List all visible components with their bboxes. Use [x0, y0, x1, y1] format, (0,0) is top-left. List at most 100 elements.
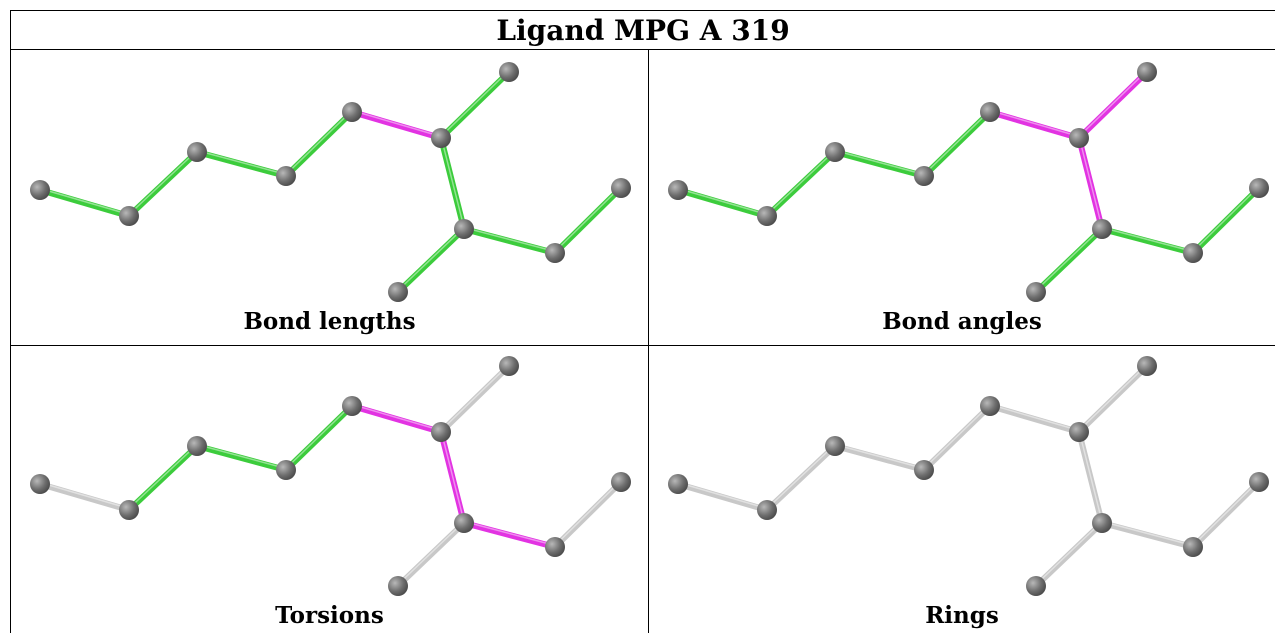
- caption-bond-angles: Bond angles: [882, 308, 1042, 335]
- bond: [461, 520, 558, 550]
- bond: [126, 443, 200, 513]
- bond: [1076, 69, 1150, 141]
- atom: [454, 513, 474, 533]
- bond: [126, 149, 200, 219]
- atom: [1026, 282, 1046, 302]
- bond-shine: [440, 363, 510, 432]
- bond-shine: [989, 403, 1080, 432]
- atom: [914, 166, 934, 186]
- bond-shine: [128, 443, 198, 510]
- atom: [1249, 178, 1269, 198]
- atom: [30, 474, 50, 494]
- bond-shine: [1035, 226, 1103, 292]
- caption-rings: Rings: [925, 602, 999, 629]
- atom: [1069, 422, 1089, 442]
- bond-shine: [285, 403, 353, 470]
- atom: [668, 474, 688, 494]
- atom: [454, 219, 474, 239]
- panel-bond-lengths: Bond lengths: [10, 49, 648, 345]
- bond-shine: [196, 443, 287, 470]
- bond: [832, 149, 927, 179]
- atom: [1137, 356, 1157, 376]
- atom: [545, 243, 565, 263]
- bond: [1099, 520, 1196, 550]
- atom: [1092, 219, 1112, 239]
- atom: [1249, 472, 1269, 492]
- bond: [921, 109, 993, 179]
- atom: [1026, 576, 1046, 596]
- bond-shine: [463, 520, 556, 547]
- bond-shine: [1035, 520, 1103, 586]
- bond: [987, 403, 1082, 435]
- bond-shine: [128, 149, 198, 216]
- atom: [431, 422, 451, 442]
- bond-shine: [677, 187, 768, 216]
- bond: [283, 403, 355, 473]
- bond: [37, 187, 132, 219]
- bond: [438, 135, 467, 232]
- atom: [980, 396, 1000, 416]
- atom: [757, 206, 777, 226]
- atom: [1092, 513, 1112, 533]
- bond: [1099, 226, 1196, 256]
- bond: [552, 185, 624, 256]
- atom: [611, 178, 631, 198]
- bond-shine: [39, 187, 130, 216]
- bond-shine: [1101, 226, 1194, 253]
- bond-shine: [1078, 430, 1103, 522]
- bond-shine: [1101, 520, 1194, 547]
- bond: [283, 109, 355, 179]
- atom: [1137, 62, 1157, 82]
- bond-shine: [1192, 185, 1260, 253]
- atom: [276, 460, 296, 480]
- bond: [1076, 429, 1105, 526]
- bond: [1033, 520, 1105, 589]
- bond: [764, 149, 838, 219]
- atom: [187, 142, 207, 162]
- bond-shine: [923, 109, 991, 176]
- atom: [980, 102, 1000, 122]
- atom: [388, 576, 408, 596]
- molecule-torsions: [30, 356, 631, 596]
- panel-torsions: Torsions: [10, 345, 648, 633]
- atom: [30, 180, 50, 200]
- atom: [342, 102, 362, 122]
- bond-shine: [1078, 136, 1103, 228]
- bond: [1033, 226, 1105, 295]
- atom: [499, 62, 519, 82]
- bond: [349, 403, 444, 435]
- atom: [431, 128, 451, 148]
- bond: [764, 443, 838, 513]
- bond: [1190, 479, 1262, 550]
- atom: [499, 356, 519, 376]
- atom: [825, 142, 845, 162]
- bond: [552, 479, 624, 550]
- bond-shine: [766, 443, 836, 510]
- figure-title: Ligand MPG A 319: [10, 10, 1275, 50]
- ligand-figure: Ligand MPG A 319 Bond lengths Bond angle…: [10, 10, 1275, 633]
- bond: [832, 443, 927, 473]
- bond: [194, 149, 289, 179]
- bond: [349, 109, 444, 141]
- bond: [395, 520, 467, 589]
- bond-shine: [923, 403, 991, 470]
- bond-shine: [351, 403, 442, 432]
- bond-shine: [397, 520, 465, 586]
- bond-shine: [196, 149, 287, 176]
- bond: [1076, 363, 1150, 435]
- atom: [668, 180, 688, 200]
- panel-bond-angles: Bond angles: [648, 49, 1275, 345]
- atom: [1183, 537, 1203, 557]
- bond-shine: [554, 479, 622, 547]
- panel-rings: Rings: [648, 345, 1275, 633]
- caption-bond-lengths: Bond lengths: [243, 308, 416, 335]
- atom: [914, 460, 934, 480]
- atom: [119, 500, 139, 520]
- molecule-bond-lengths: [30, 62, 631, 302]
- bond: [37, 481, 132, 513]
- atom: [388, 282, 408, 302]
- atom: [1069, 128, 1089, 148]
- bond-shine: [285, 109, 353, 176]
- bond-shine: [1078, 69, 1148, 138]
- bond: [1076, 135, 1105, 232]
